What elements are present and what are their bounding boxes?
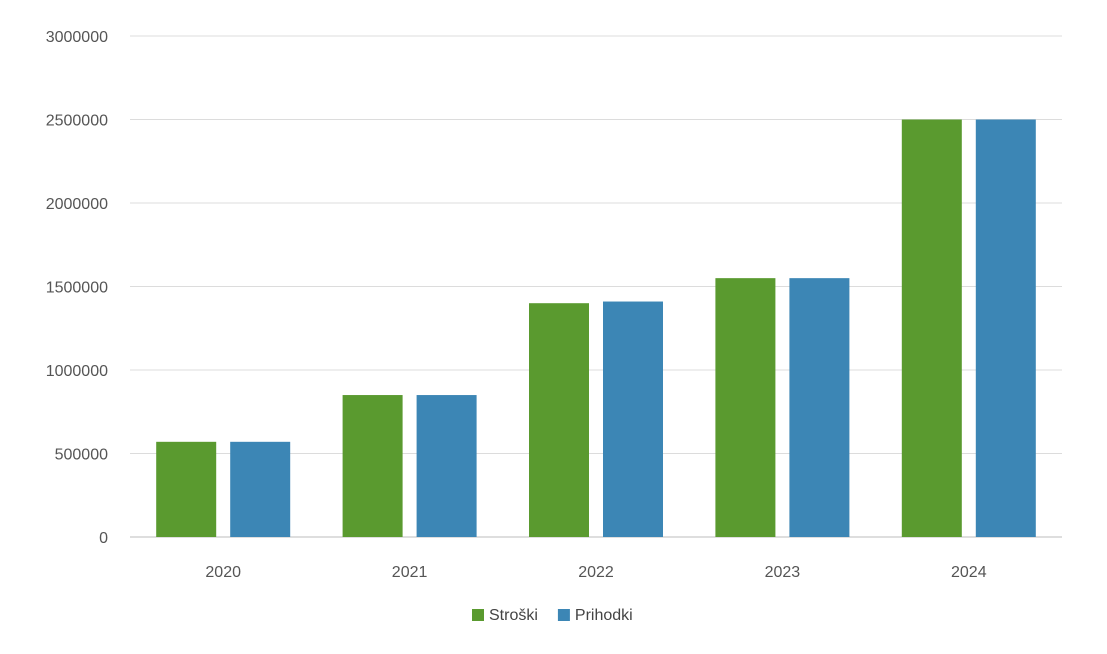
bar-prihodki-2023 [789,278,850,537]
y-tick-label: 0 [99,530,108,547]
legend: Stroški Prihodki [472,607,633,624]
legend-label: Prihodki [575,607,633,624]
bar-prihodki-2020 [230,441,291,537]
y-tick-label: 500000 [55,447,108,464]
x-tick-label: 2020 [205,564,241,581]
legend-label: Stroški [489,607,538,624]
bars [156,119,1036,537]
x-tick-label: 2022 [578,564,614,581]
bar-stroki-2021 [342,395,403,537]
x-tick-label: 2023 [765,564,801,581]
bar-prihodki-2024 [975,119,1036,537]
bar-stroki-2020 [156,441,217,537]
y-tick-label: 2500000 [46,113,108,130]
y-tick-label: 2000000 [46,196,108,213]
y-axis-ticks: 0 500000 1000000 1500000 2000000 2500000 30000… [46,29,108,547]
y-tick-label: 1000000 [46,363,108,380]
legend-swatch [472,609,484,621]
y-tick-label: 1500000 [46,280,108,297]
y-tick-label: 3000000 [46,29,108,46]
bar-stroki-2022 [529,303,589,537]
bar-stroki-2023 [715,278,776,537]
bar-stroki-2024 [901,119,962,537]
bar-prihodki-2021 [416,395,477,537]
x-tick-label: 2021 [392,564,428,581]
bar-prihodki-2022 [603,301,663,537]
legend-swatch [557,609,570,621]
x-axis-ticks: 2020 2021 2022 2023 2024 [205,564,986,581]
x-tick-label: 2024 [951,564,987,581]
